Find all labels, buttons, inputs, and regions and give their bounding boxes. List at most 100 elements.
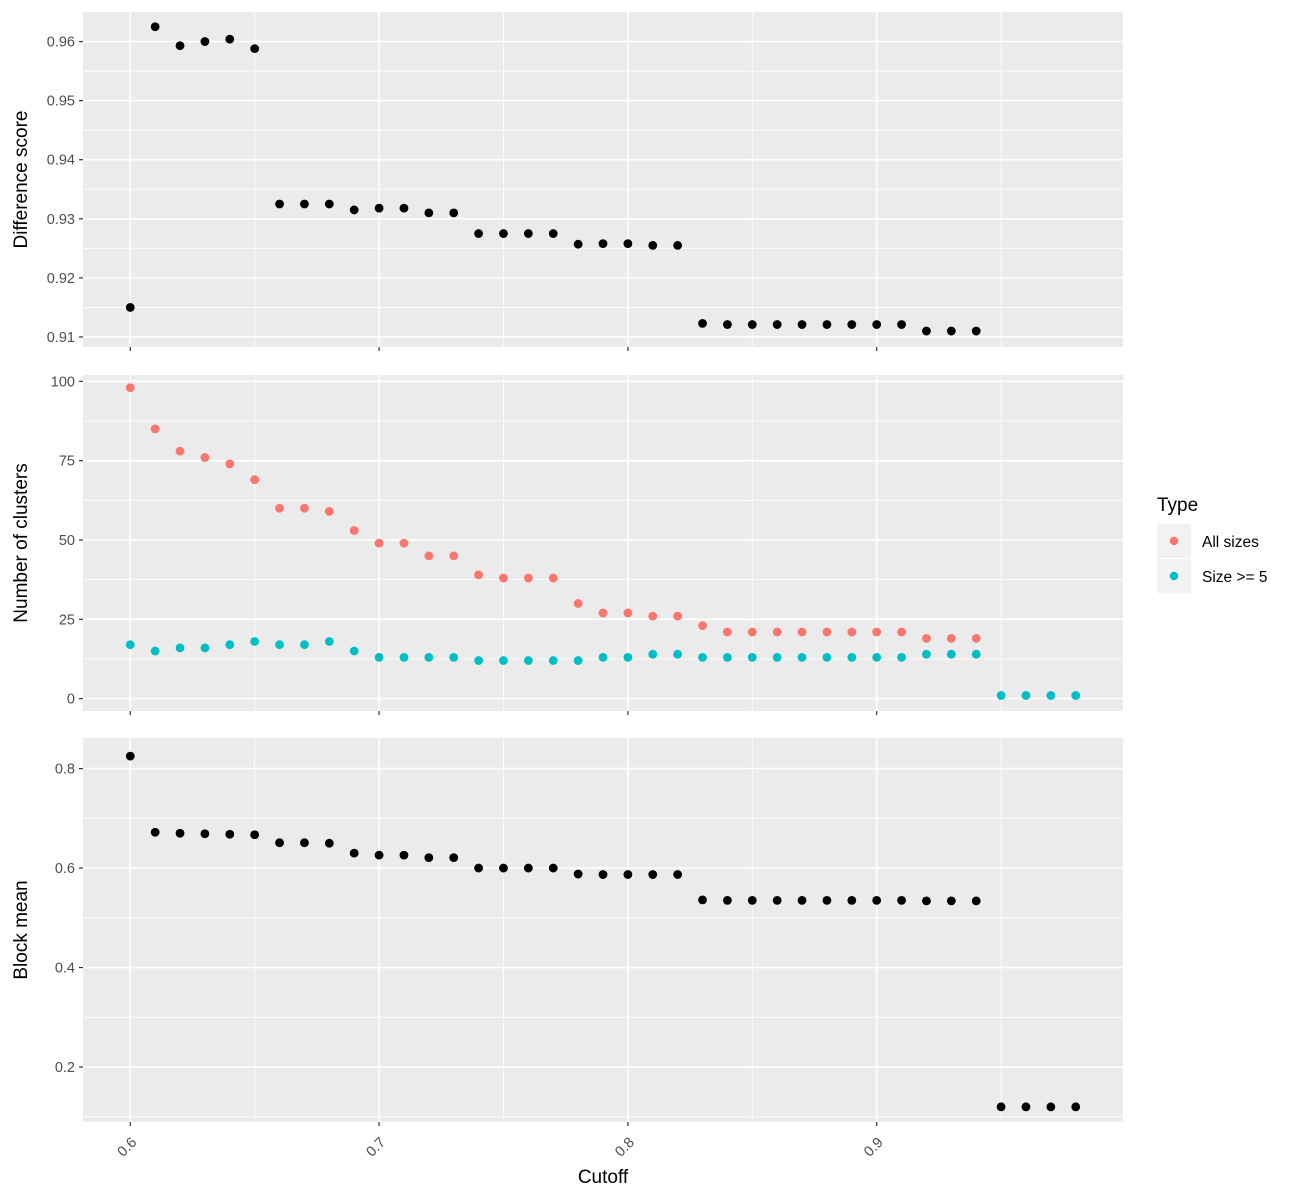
data-point [573,239,583,249]
data-point [971,896,981,906]
data-point [1021,1102,1031,1112]
x-tick-label: 0.8 [612,1135,638,1161]
legend-swatch-all-sizes [1169,536,1179,546]
data-point [150,22,160,32]
data-point [698,621,707,631]
data-point [300,199,309,209]
data-point [623,239,633,249]
data-point [946,649,956,659]
data-point [822,652,832,662]
y-axis-title: Number of clusters [11,463,32,622]
data-point [772,896,782,905]
data-point [175,828,185,838]
data-point [225,34,235,44]
data-point [772,320,782,329]
data-point [872,320,882,329]
legend-label-all-sizes: All sizes [1202,534,1259,551]
data-point [324,199,334,209]
legend-title: Type [1157,495,1198,516]
data-point [897,896,906,905]
data-point [673,870,683,879]
data-point [723,896,732,905]
data-point [623,608,633,618]
data-point [996,1102,1006,1112]
data-point [175,643,185,653]
data-point [349,205,359,215]
data-point [897,320,906,329]
data-point [548,863,558,873]
data-point [349,848,359,858]
data-point [1046,691,1056,700]
panel-background [83,12,1123,347]
data-point [399,203,409,213]
data-point [822,627,832,637]
data-point [872,627,882,637]
data-point [598,239,608,249]
data-point [150,424,160,434]
data-point [698,652,707,662]
data-point [847,627,857,637]
data-point [598,652,608,662]
data-point [399,850,409,860]
data-point [797,627,807,637]
data-point [698,318,707,328]
data-point [772,627,782,637]
data-point [349,526,359,535]
data-point [225,640,235,650]
data-point [523,573,533,583]
panel-1: 0.91 0.92 0.93 0.94 0.95 0.96 Difference score [11,12,1123,351]
data-point [573,869,583,879]
y-tick-label: 0.93 [47,212,75,228]
legend-swatch-size-5 [1169,571,1179,581]
data-point [847,896,857,905]
data-point [723,320,732,329]
data-point [374,538,384,548]
data-point [449,208,459,218]
data-point [175,446,185,456]
data-point [971,633,981,643]
data-point [125,640,135,650]
data-point [872,652,882,662]
data-point [1071,1102,1081,1112]
series-points [125,637,1081,700]
panel-3: 0.2 0.4 0.6 0.8 Block mean [11,738,1123,1126]
data-point [275,199,284,209]
data-point [424,208,434,218]
data-point [1071,691,1081,700]
data-point [897,627,906,637]
data-point [1021,691,1031,700]
legend-label-size-5: Size >= 5 [1202,569,1268,586]
legend: Type All sizes Size >= 5 [1157,495,1268,593]
data-point [872,896,882,905]
data-point [150,646,160,656]
data-point [275,503,284,513]
panel-2: 0 25 50 75 100 Number of clusters [11,374,1123,715]
data-point [847,652,857,662]
data-point [324,838,334,848]
y-tick-label: 0.95 [47,94,75,110]
data-point [797,896,807,905]
data-point [648,649,658,659]
data-point [847,320,857,329]
data-point [698,895,707,905]
data-point [424,652,434,662]
data-point [424,853,434,863]
data-point [573,599,583,608]
data-point [673,611,683,621]
data-point [275,640,284,650]
data-point [125,751,135,761]
data-point [772,652,782,662]
data-point [324,507,334,516]
data-point [723,652,732,662]
data-point [449,652,459,662]
data-point [623,870,633,879]
data-point [449,551,459,561]
data-point [523,863,533,873]
series-points [125,751,1081,1112]
data-point [623,652,633,662]
data-point [548,656,558,665]
data-point [573,656,583,665]
data-point [648,870,658,879]
y-tick-label: 0.4 [55,961,75,977]
